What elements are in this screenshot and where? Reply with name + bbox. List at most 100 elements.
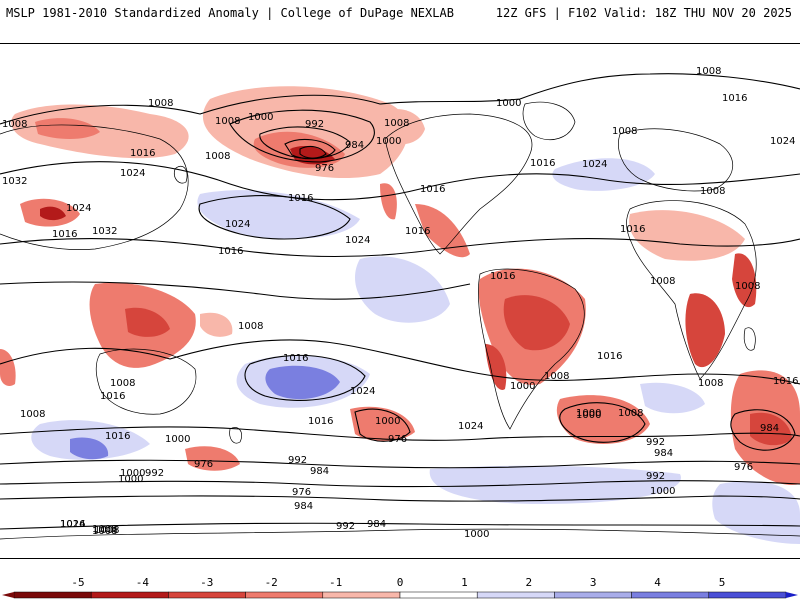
isobar-label: 1024 [60, 519, 85, 530]
model-valid-time: 12Z GFS | F102 Valid: 18Z THU NOV 20 202… [495, 6, 792, 20]
colorbar-tick-label: 2 [525, 576, 532, 589]
anomaly-southern-ocean [185, 446, 240, 471]
isobar-low-south-pacific [354, 408, 411, 442]
anomaly-north-pacific-inner [290, 145, 335, 165]
isobar-label: 984 [654, 448, 673, 459]
isobar-label: 1000 [464, 529, 489, 540]
isobar-1016-midlat [0, 161, 800, 201]
isobar-label: 1032 [2, 176, 27, 187]
isobar-label: 992 [145, 468, 164, 479]
colorbar-right-arrow [786, 592, 798, 598]
isobar-1016-subtrop [0, 238, 800, 258]
anomaly-south-pacific [350, 406, 415, 442]
isobar-label: 1000 [576, 408, 601, 419]
isobar-label: 1024 [350, 386, 375, 397]
isobar-label: 1008 [618, 408, 643, 419]
isobar-label: 1016 [405, 226, 430, 237]
colorbar-segment [168, 591, 246, 599]
anomaly-southwest-core [70, 437, 109, 460]
isobar-label: 1016 [773, 376, 798, 387]
world-map: 1008 1000 1008 1016 1024 1032 1016 1032 … [0, 43, 800, 559]
greenland-coast [522, 101, 576, 140]
isobar-label: 1016 [52, 229, 77, 240]
isobar-label: 1008 [700, 186, 725, 197]
isobar-label: 1000 [248, 112, 273, 123]
map-canvas: 1008 1000 1008 1016 1024 1032 1016 1032 … [0, 44, 800, 558]
isobar-labels: 1008 1000 1008 1016 1024 1032 1016 1032 … [2, 66, 798, 540]
colorbar-tick-label: 4 [654, 576, 661, 589]
australia-coast [95, 348, 197, 415]
map-title: MSLP 1981-2010 Standardized Anomaly | Co… [6, 6, 454, 20]
anomaly-andes [485, 344, 507, 390]
isobar-976-southern [0, 495, 800, 502]
colorbar-bar [2, 591, 798, 599]
isobar-label: 992 [288, 455, 307, 466]
colorbar-tick-label: -4 [136, 576, 150, 589]
colorbar-segment [631, 591, 710, 599]
isobar-label: 1016 [60, 519, 85, 530]
isobar-label: 992 [646, 471, 665, 482]
anomaly-southern-ocean-east [429, 465, 681, 504]
isobar-label: 1008 [735, 281, 760, 292]
isobar-label: 1016 [530, 158, 555, 169]
isobar-label: 1008 [544, 371, 569, 382]
isobar-label: 1008 [650, 276, 675, 287]
isobar-984-southern [0, 480, 800, 488]
colorbar-tick-label: 3 [590, 576, 597, 589]
anomaly-north-africa [629, 210, 745, 261]
isobar-label: 1024 [345, 235, 370, 246]
isobar-label: 1008 [384, 118, 409, 129]
isobar-label: 1024 [582, 159, 607, 170]
colorbar-segment [245, 591, 324, 599]
anomaly-southern-africa [685, 293, 725, 368]
isobar-label: 984 [760, 423, 779, 434]
colorbar-tick-label: 1 [461, 576, 468, 589]
colorbar-tick-label: -1 [329, 576, 342, 589]
isobars [0, 73, 800, 530]
anomaly-indian-ocean-south [640, 382, 705, 414]
colorbar-segment [399, 591, 478, 599]
isobar-label: 1008 [92, 526, 117, 537]
map-header: MSLP 1981-2010 Standardized Anomaly | Co… [0, 0, 800, 26]
isobar-label: 1024 [458, 421, 483, 432]
isobar-label: 1024 [66, 203, 91, 214]
isobar-label: 976 [315, 163, 334, 174]
isobar-1024-pacific-high [198, 195, 351, 240]
south-america-coast [478, 268, 585, 430]
isobar-label: 1016 [490, 271, 515, 282]
isobar-1000-aleutian [229, 109, 375, 163]
isobar-992-aleutian [259, 126, 351, 159]
isobar-label: 1000 [375, 416, 400, 427]
colorbar-segment [554, 591, 632, 599]
isobar-label: 1024 [770, 136, 795, 147]
isobar-label: 992 [336, 521, 355, 532]
asia-coast [0, 124, 189, 250]
isobar-label: 1016 [620, 224, 645, 235]
isobar-1008-bottom [0, 522, 800, 530]
isobar-1000-southern [0, 426, 800, 441]
anomaly-south-america-core [503, 295, 570, 351]
isobar-label: 984 [310, 466, 329, 477]
anomaly-central-asia-core [40, 206, 66, 221]
isobar-label: 1008 [2, 119, 27, 130]
anomaly-indonesia-core [125, 307, 170, 337]
anomaly-gulf-of-alaska [375, 109, 425, 145]
anomaly-north-pacific-low [202, 86, 409, 179]
isobar-label: 1016 [218, 246, 243, 257]
isobar-label: 1000 [120, 468, 145, 479]
isobar-low-south-indian [730, 409, 796, 451]
negative-anomaly-shading [0, 86, 800, 485]
isobar-label: 1000 [496, 98, 521, 109]
colorbar-tick-label: 5 [719, 576, 726, 589]
anomaly-central-pacific [197, 190, 360, 239]
isobar-984-aleutian [284, 138, 336, 160]
isobar-label: 1000 [165, 434, 190, 445]
isobar-label: 1032 [92, 226, 117, 237]
isobar-label: 1016 [105, 431, 130, 442]
japan-coast [174, 165, 188, 184]
isobar-label: 976 [388, 434, 407, 445]
isobar-label: 992 [646, 437, 665, 448]
colorbar: -5 -4 -3 -2 -1 0 1 2 3 4 5 [0, 572, 800, 600]
isobar-label: 976 [734, 462, 753, 473]
isobar-1016-south [0, 339, 800, 385]
